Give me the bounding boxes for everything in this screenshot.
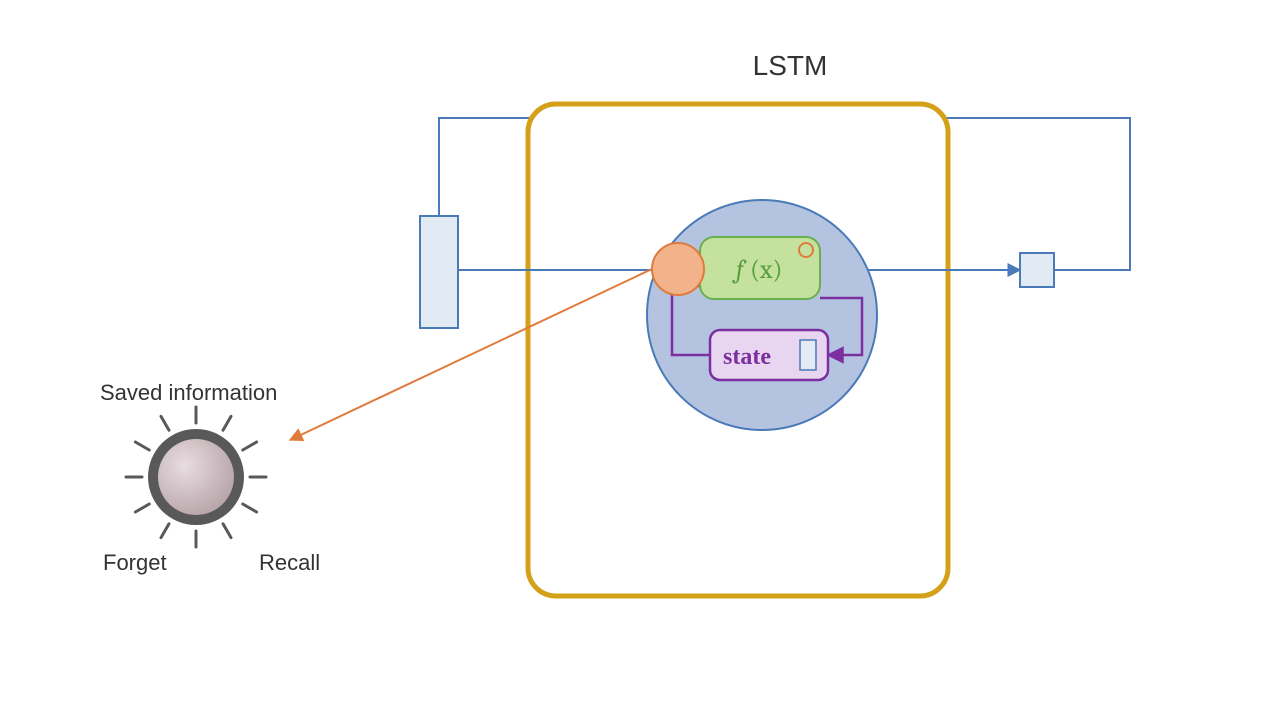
output-port-box [1020, 253, 1054, 287]
lstm-diagram: LSTM f (x) state Saved information Forge… [0, 0, 1280, 720]
dial-label-forget: Forget [103, 550, 167, 575]
dial-label-saved-info: Saved information [100, 380, 277, 405]
dial-knob [158, 439, 234, 515]
dial-label-recall: Recall [259, 550, 320, 575]
recurrent-unit-circle [647, 200, 877, 430]
diagram-title: LSTM [753, 50, 828, 81]
input-port-box [420, 216, 458, 328]
state-port-box [800, 340, 816, 370]
state-label: state [723, 344, 771, 370]
gate-node-circle [652, 243, 704, 295]
fx-label-paren: (x) [750, 255, 782, 285]
